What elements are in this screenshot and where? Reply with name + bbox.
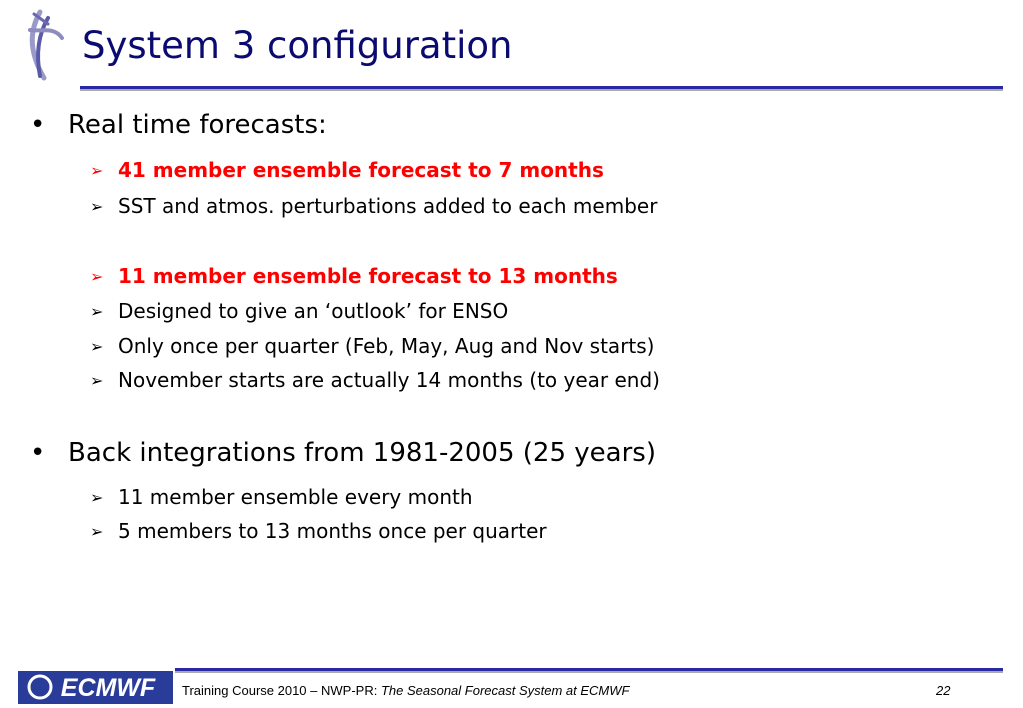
logo-figure	[28, 9, 64, 81]
logo-text: ECMWF	[61, 674, 156, 702]
footer-text: Training Course 2010 – NWP-PR: The Seaso…	[182, 684, 629, 697]
sub-arrow: ➢	[90, 371, 104, 390]
sub-arrow: ➢	[90, 302, 104, 321]
sub-arrow: ➢	[90, 267, 104, 286]
sub-text: November starts are actually 14 months (…	[118, 368, 660, 392]
bullet: •	[30, 110, 46, 140]
footer-rule	[175, 668, 1003, 671]
bullet-text: Back integrations from 1981-2005 (25 yea…	[68, 438, 656, 468]
sub-text: 41 member ensemble forecast to 7 months	[118, 158, 604, 182]
page-number: 22	[936, 683, 951, 698]
sub-arrow: ➢	[90, 337, 104, 356]
title-rule	[80, 86, 1003, 89]
title-rule-shadow	[80, 89, 1003, 91]
sub-arrow: ➢	[90, 488, 104, 507]
sub-arrow: ➢	[90, 522, 104, 541]
sub-arrow: ➢	[90, 161, 104, 180]
footer-subtitle: The Seasonal Forecast System at ECMWF	[380, 683, 630, 698]
sub-text: 11 member ensemble forecast to 13 months	[118, 264, 618, 288]
sub-text: 5 members to 13 months once per quarter	[118, 519, 547, 543]
footer-course: Training Course 2010 – NWP-PR:	[182, 683, 378, 698]
footer-rule-shadow	[175, 671, 1003, 673]
sub-text: Designed to give an ‘outlook’ for ENSO	[118, 299, 509, 323]
sub-arrow: ➢	[90, 197, 104, 216]
title: System 3 configuration	[82, 24, 513, 67]
sub-text: SST and atmos. perturbations added to ea…	[118, 194, 658, 218]
logo-mark	[27, 674, 53, 700]
bullet: •	[30, 438, 46, 468]
sub-text: 11 member ensemble every month	[118, 485, 473, 509]
sub-text: Only once per quarter (Feb, May, Aug and…	[118, 334, 655, 358]
bullet-text: Real time forecasts:	[68, 110, 327, 140]
